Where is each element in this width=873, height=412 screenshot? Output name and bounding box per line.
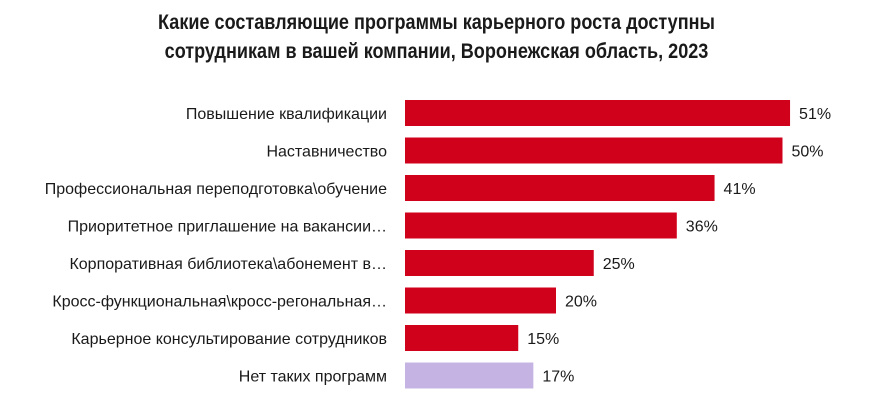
bar bbox=[405, 175, 715, 201]
chart-title: Какие составляющие программы карьерного … bbox=[61, 8, 812, 66]
bar bbox=[405, 362, 534, 389]
chart-title-line-2: сотрудникам в вашей компании, Воронежска… bbox=[164, 40, 709, 63]
category-label: Приоритетное приглашение на вакансии… bbox=[68, 219, 387, 236]
bar bbox=[405, 100, 791, 126]
bar bbox=[405, 287, 556, 314]
category-label: Наставничество bbox=[266, 144, 387, 161]
category-label: Карьерное консультирование сотрудников bbox=[71, 331, 387, 348]
value-label: 25% bbox=[603, 256, 635, 273]
value-label: 20% bbox=[565, 294, 597, 311]
bar bbox=[405, 325, 519, 351]
value-label: 17% bbox=[542, 369, 574, 386]
category-label: Корпоративная библиотека\абонемент в… bbox=[69, 256, 387, 273]
bar bbox=[405, 137, 783, 164]
chart-title-line-1: Какие составляющие программы карьерного … bbox=[158, 11, 715, 34]
value-label: 51% bbox=[799, 106, 831, 123]
value-label: 50% bbox=[792, 144, 824, 161]
category-label: Кросс-функциональная\кросс-регональная… bbox=[52, 294, 387, 311]
category-label: Нет таких программ bbox=[239, 369, 387, 386]
category-label: Профессиональная переподготовка\обучение bbox=[45, 181, 387, 198]
value-label: 36% bbox=[686, 219, 718, 236]
value-label: 41% bbox=[724, 181, 756, 198]
category-label: Повышение квалификации bbox=[186, 106, 387, 123]
bar bbox=[405, 212, 677, 239]
bar bbox=[405, 250, 594, 276]
value-label: 15% bbox=[527, 331, 559, 348]
